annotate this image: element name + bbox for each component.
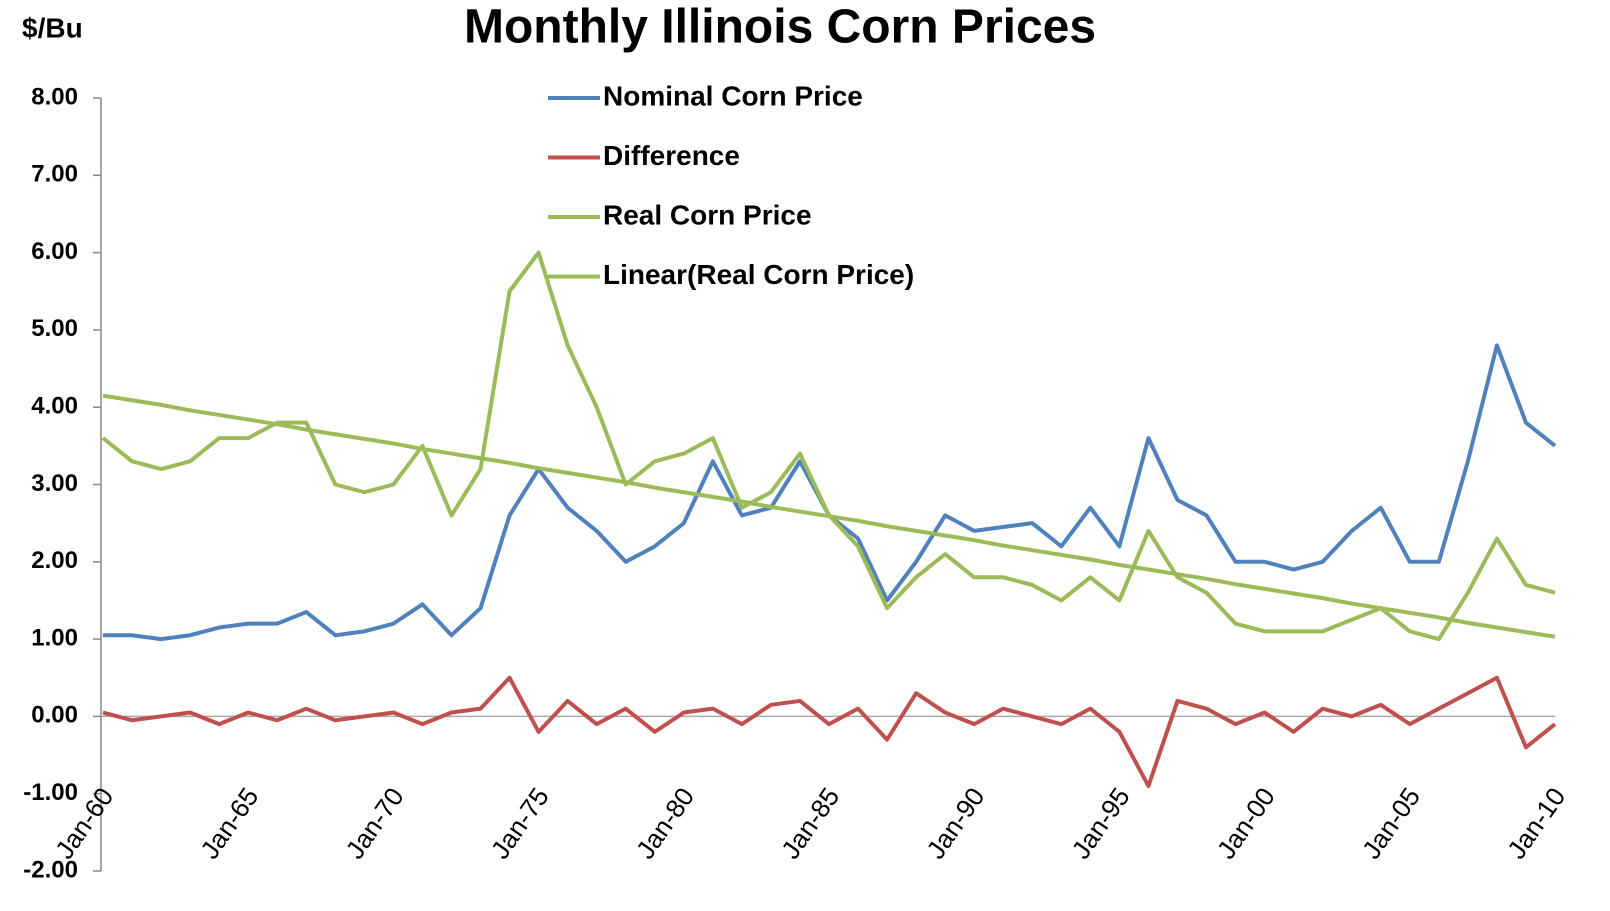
series-line [102, 393, 1556, 639]
y-tick-label: 5.00 [31, 315, 78, 342]
y-tick-label: 2.00 [31, 547, 78, 574]
x-tick-label: Jan-65 [194, 782, 264, 864]
y-tick-label: 7.00 [31, 161, 78, 188]
series-line [102, 675, 1557, 788]
y-tick-label: -2.00 [23, 856, 78, 883]
x-tick-label: Jan-80 [630, 782, 700, 864]
series-line [103, 343, 1557, 642]
x-tick-label: Jan-85 [775, 782, 845, 864]
chart-title: Monthly Illinois Corn Prices [464, 1, 1096, 54]
legend-label: Difference [603, 140, 740, 171]
y-axis-label: $/Bu [22, 12, 83, 43]
series-line [101, 250, 1556, 642]
legend-label: Nominal Corn Price [603, 80, 863, 111]
y-tick-label: 0.00 [31, 702, 78, 729]
x-tick-label: Jan-75 [485, 782, 555, 864]
x-tick-label: Jan-90 [920, 782, 990, 864]
y-tick-label: 3.00 [31, 470, 78, 497]
x-tick-label: Jan-10 [1501, 782, 1571, 864]
y-tick-label: 4.00 [31, 393, 78, 420]
x-tick-label: Jan-95 [1066, 782, 1136, 864]
y-tick-label: 6.00 [31, 238, 78, 265]
x-tick-label: Jan-00 [1211, 782, 1281, 864]
y-tick-label: -1.00 [23, 779, 78, 806]
legend-label: Real Corn Price [603, 199, 812, 230]
y-tick-label: 8.00 [31, 83, 78, 110]
y-tick-label: 1.00 [31, 624, 78, 651]
x-tick-label: Jan-70 [340, 782, 410, 864]
x-tick-label: Jan-05 [1356, 782, 1426, 864]
legend-label: Linear(Real Corn Price) [603, 259, 914, 290]
